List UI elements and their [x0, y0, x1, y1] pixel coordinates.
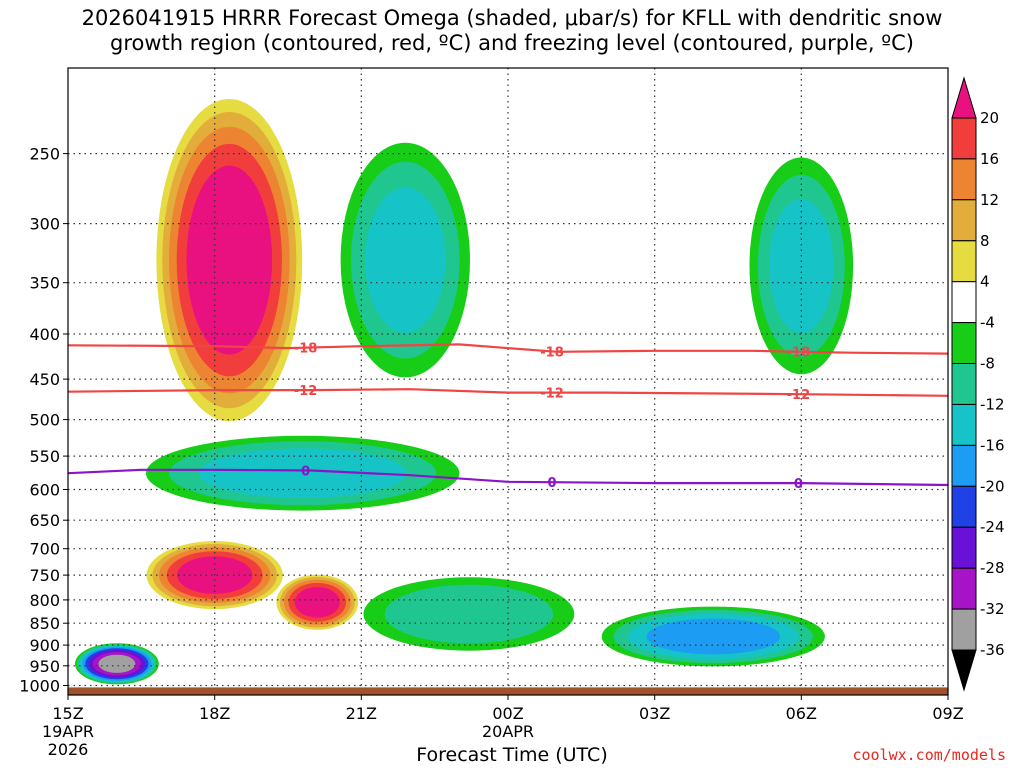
- colorbar-swatch: [951, 485, 977, 528]
- y-tick-label: 1000: [19, 677, 60, 696]
- x-tick-label: 03Z: [639, 704, 670, 723]
- omega-band: [186, 165, 273, 355]
- colorbar-tick-label: -20: [980, 477, 1005, 495]
- colorbar-swatch: [951, 199, 977, 242]
- omega-feature: [749, 157, 854, 375]
- y-tick-label: 350: [29, 274, 60, 293]
- colorbar-tick-label: -8: [980, 355, 995, 373]
- y-tick-label: 700: [29, 540, 60, 559]
- omega-feature: [601, 606, 825, 667]
- colorbar-tick-label: 16: [980, 150, 999, 168]
- y-tick-label: 600: [29, 481, 60, 500]
- contour-label: -18: [787, 346, 811, 361]
- x-tick-label: 21Z: [346, 704, 377, 723]
- colorbar-tick-label: -28: [980, 559, 1005, 577]
- colorbar-swatch: [951, 404, 977, 446]
- colorbar-tick-label: -12: [980, 396, 1005, 414]
- y-tick-label: 250: [29, 145, 60, 164]
- contour-label: -12: [540, 387, 564, 402]
- omega-feature: [276, 574, 359, 630]
- colorbar-tick-label: 20: [980, 109, 999, 127]
- y-tick-label: 500: [29, 411, 60, 430]
- chart-title-line-2: growth region (contoured, red, ºC) and f…: [110, 31, 914, 55]
- axes: 250 300 350 400 450 500 550 600 650 700 750 800 850 9…: [19, 145, 963, 759]
- colorbar-tick-label: 4: [980, 273, 990, 291]
- contour-label: -12: [294, 384, 318, 399]
- y-tick-label: 750: [29, 566, 60, 585]
- colorbar-swatch: [951, 567, 977, 610]
- colorbar-swatch: [951, 444, 977, 487]
- omega-band: [365, 187, 446, 333]
- omega-band: [646, 618, 781, 655]
- contour-label: -18: [294, 342, 318, 357]
- colorbar-min-arrow: [951, 649, 977, 692]
- surface-ground-layer: [68, 687, 948, 695]
- x-tick-label: 09Z: [932, 704, 963, 723]
- x-tick-date-label: 19APR: [42, 722, 94, 741]
- omega-band: [98, 654, 136, 673]
- plot-grid: [68, 68, 948, 695]
- y-tick-label: 300: [29, 215, 60, 234]
- x-tick-label: 00Z: [492, 704, 523, 723]
- omega-band: [384, 584, 554, 644]
- x-tick-label: 06Z: [786, 704, 817, 723]
- colorbar-max-arrow: [951, 76, 977, 119]
- omega-band: [198, 448, 407, 499]
- x-tick-year-label: 2026: [48, 740, 89, 759]
- y-tick-label: 950: [29, 657, 60, 676]
- colorbar-swatch: [951, 281, 977, 324]
- contour-label: -12: [787, 388, 811, 403]
- contour-line: [68, 343, 948, 355]
- colorbar-tick-label: -4: [980, 314, 995, 332]
- omega-feature: [363, 577, 575, 651]
- colorbar-tick-label: -16: [980, 436, 1005, 454]
- y-tick-label: 550: [29, 447, 60, 466]
- temperature-contours: -18 -18 -18 -12 -12 -12 0 0 0: [68, 342, 948, 492]
- y-tick-label: 900: [29, 636, 60, 655]
- colorbar-swatch: [951, 158, 977, 201]
- colorbar-swatch: [951, 526, 977, 569]
- x-tick-label: 18Z: [199, 704, 230, 723]
- y-tick-label: 400: [29, 325, 60, 344]
- colorbar-swatch: [951, 117, 977, 160]
- colorbar-tick-label: -32: [980, 600, 1005, 618]
- y-tick-label: 450: [29, 370, 60, 389]
- colorbar-tick-label: -36: [980, 641, 1005, 659]
- omega-shaded-field: [75, 99, 854, 685]
- contour-label: 0: [547, 476, 556, 491]
- contour-line: [68, 468, 948, 487]
- colorbar-tick-label: 8: [980, 232, 990, 250]
- omega-band: [294, 587, 340, 618]
- chart-title-line-1: 2026041915 HRRR Forecast Omega (shaded, …: [81, 6, 943, 30]
- colorbar-swatch: [951, 240, 977, 283]
- contour-line: [68, 388, 948, 397]
- x-axis-label: Forecast Time (UTC): [416, 744, 608, 766]
- x-tick-date-label: 20APR: [482, 722, 534, 741]
- x-tick-label: 15Z: [52, 704, 83, 723]
- chart-title: 2026041915 HRRR Forecast Omega (shaded, …: [0, 6, 1024, 56]
- colorbar-swatch: [951, 608, 977, 651]
- source-credit: coolwx.com/models: [852, 746, 1006, 764]
- colorbar-tick-label: 12: [980, 191, 999, 209]
- omega-band: [769, 198, 834, 334]
- y-tick-label: 850: [29, 614, 60, 633]
- omega-feature: [146, 435, 460, 511]
- y-tick-label: 650: [29, 511, 60, 530]
- omega-feature: [75, 643, 159, 685]
- omega-feature: [340, 142, 470, 378]
- contour-label: 0: [794, 477, 803, 492]
- contour-label: -18: [540, 345, 564, 360]
- y-tick-label: 800: [29, 591, 60, 610]
- contour-label: 0: [301, 465, 310, 480]
- omega-feature: [156, 99, 303, 422]
- colorbar: 20 16 12 8 4 -4 -8 -12 -16 -20 -24 -28 -32 -36: [951, 76, 1005, 692]
- colorbar-swatch: [951, 322, 977, 365]
- colorbar-swatch: [951, 363, 977, 405]
- colorbar-tick-label: -24: [980, 518, 1005, 536]
